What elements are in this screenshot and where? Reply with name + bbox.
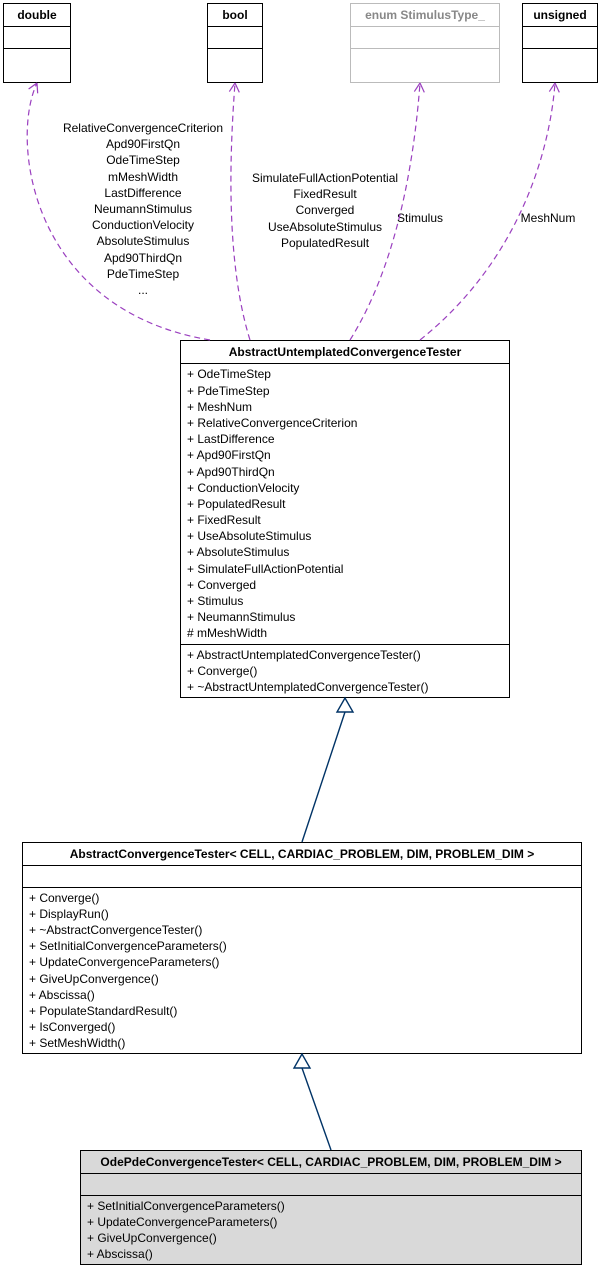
inheritance-edge [302, 1068, 331, 1150]
operation: + UpdateConvergenceParameters() [87, 1214, 575, 1230]
attribute: + Stimulus [187, 593, 503, 609]
operation: + Abscissa() [29, 987, 575, 1003]
class-title: AbstractUntemplatedConvergenceTester [181, 341, 509, 364]
edge-label-line: PdeTimeStep [48, 266, 238, 282]
edge-label-line: OdeTimeStep [48, 152, 238, 168]
class-ode-pde-convergence-tester: OdePdeConvergenceTester< CELL, CARDIAC_P… [80, 1150, 582, 1265]
edge-label-line: Apd90FirstQn [48, 136, 238, 152]
edge-label-line: Apd90ThirdQn [48, 250, 238, 266]
operation: + AbstractUntemplatedConvergenceTester() [187, 647, 503, 663]
attribute: + SimulateFullActionPotential [187, 561, 503, 577]
edge-label-line: AbsoluteStimulus [48, 233, 238, 249]
attribute: # mMeshWidth [187, 625, 503, 641]
attribute: + Apd90FirstQn [187, 447, 503, 463]
operation: + SetInitialConvergenceParameters() [87, 1198, 575, 1214]
edge-label-line: mMeshWidth [48, 169, 238, 185]
inheritance-arrowhead [337, 698, 353, 712]
attribute: + NeumannStimulus [187, 609, 503, 625]
attributes-section [23, 866, 581, 887]
operation: + GiveUpConvergence() [29, 971, 575, 987]
operations-section: + SetInitialConvergenceParameters()+ Upd… [81, 1196, 581, 1265]
operation: + PopulateStandardResult() [29, 1003, 575, 1019]
attribute: + ConductionVelocity [187, 480, 503, 496]
inheritance-arrowhead [294, 1054, 310, 1068]
edge-label-line: Stimulus [380, 210, 460, 226]
attribute: + MeshNum [187, 399, 503, 415]
class-title: unsigned [523, 4, 597, 27]
edge-label-line: NeumannStimulus [48, 201, 238, 217]
operation: + UpdateConvergenceParameters() [29, 954, 575, 970]
operation: + ~AbstractUntemplatedConvergenceTester(… [187, 679, 503, 695]
attribute: + Converged [187, 577, 503, 593]
edge-label-unsigned: MeshNum [488, 210, 604, 226]
operation: + Converge() [29, 890, 575, 906]
type-bool-box: bool [207, 3, 263, 83]
class-title: bool [208, 4, 262, 27]
attribute: + AbsoluteStimulus [187, 544, 503, 560]
type-double-box: double [3, 3, 71, 83]
edge-label-line: MeshNum [488, 210, 604, 226]
attribute: + FixedResult [187, 512, 503, 528]
class-title: double [4, 4, 70, 27]
edge-label-enum: Stimulus [380, 210, 460, 226]
attributes-section: + OdeTimeStep+ PdeTimeStep+ MeshNum+ Rel… [181, 364, 509, 644]
edge-label-double: RelativeConvergenceCriterionApd90FirstQn… [48, 120, 238, 298]
class-abstract-untemplated-convergence-tester: AbstractUntemplatedConvergenceTester+ Od… [180, 340, 510, 698]
operations-section: + AbstractUntemplatedConvergenceTester()… [181, 645, 509, 698]
type-unsigned-box: unsigned [522, 3, 598, 83]
attribute: + OdeTimeStep [187, 366, 503, 382]
attribute: + UseAbsoluteStimulus [187, 528, 503, 544]
operation: + DisplayRun() [29, 906, 575, 922]
operation: + ~AbstractConvergenceTester() [29, 922, 575, 938]
operation: + SetMeshWidth() [29, 1035, 575, 1051]
operation: + GiveUpConvergence() [87, 1230, 575, 1246]
operation: + Converge() [187, 663, 503, 679]
attribute: + Apd90ThirdQn [187, 464, 503, 480]
operation: + IsConverged() [29, 1019, 575, 1035]
attribute: + LastDifference [187, 431, 503, 447]
type-enum-box: enum StimulusType_ [350, 3, 500, 83]
attribute: + RelativeConvergenceCriterion [187, 415, 503, 431]
attribute: + PopulatedResult [187, 496, 503, 512]
class-abstract-convergence-tester: AbstractConvergenceTester< CELL, CARDIAC… [22, 842, 582, 1054]
edge-label-line: RelativeConvergenceCriterion [48, 120, 238, 136]
class-title: OdePdeConvergenceTester< CELL, CARDIAC_P… [81, 1151, 581, 1174]
edge-label-line: ... [48, 282, 238, 298]
attribute: + PdeTimeStep [187, 383, 503, 399]
edge-label-line: PopulatedResult [230, 235, 420, 251]
class-title: AbstractConvergenceTester< CELL, CARDIAC… [23, 843, 581, 866]
operations-section: + Converge()+ DisplayRun()+ ~AbstractCon… [23, 888, 581, 1054]
edge-label-line: LastDifference [48, 185, 238, 201]
inheritance-edge [302, 712, 345, 842]
operation: + SetInitialConvergenceParameters() [29, 938, 575, 954]
operation: + Abscissa() [87, 1246, 575, 1262]
edge-label-line: SimulateFullActionPotential [230, 170, 420, 186]
attributes-section [81, 1174, 581, 1195]
class-title: enum StimulusType_ [351, 4, 499, 27]
edge-label-line: FixedResult [230, 186, 420, 202]
edge-label-line: ConductionVelocity [48, 217, 238, 233]
